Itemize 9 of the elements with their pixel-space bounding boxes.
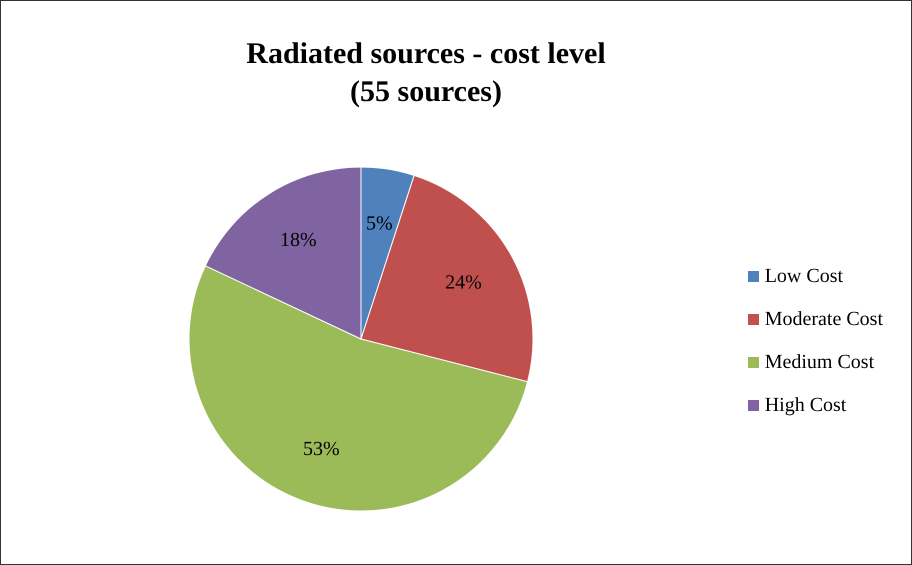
- data-label: 53%: [303, 438, 340, 460]
- legend-label: Medium Cost: [764, 350, 874, 375]
- legend-label: Low Cost: [764, 264, 844, 289]
- data-label: 5%: [366, 212, 393, 234]
- legend-label: High Cost: [764, 393, 846, 418]
- data-label: 24%: [445, 272, 482, 294]
- chart-title: Radiated sources - cost level (55 sources): [245, 36, 607, 110]
- legend-label: Moderate Cost: [764, 307, 883, 332]
- data-label: 18%: [280, 229, 317, 252]
